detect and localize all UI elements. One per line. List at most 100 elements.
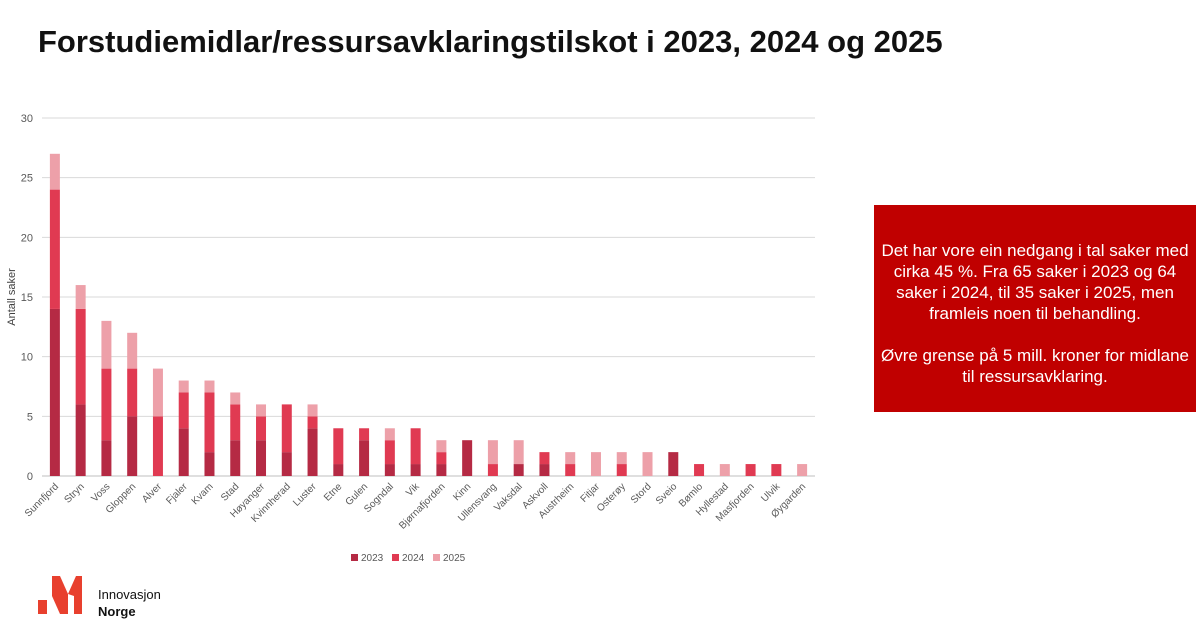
bar-2024 bbox=[410, 428, 421, 465]
bar-2023 bbox=[307, 428, 318, 476]
info-paragraph-1: Det har vore ein nedgang i tal saker med… bbox=[881, 241, 1189, 323]
bar-2023 bbox=[178, 428, 189, 476]
x-category-label: Osterøy bbox=[595, 481, 628, 514]
bar-2024 bbox=[49, 189, 60, 309]
bar-2024 bbox=[281, 404, 292, 453]
y-tick-label: 10 bbox=[21, 352, 33, 364]
bar-2024 bbox=[745, 464, 756, 476]
bar-2024 bbox=[616, 464, 627, 476]
y-tick-label: 15 bbox=[21, 292, 33, 304]
bar-2023 bbox=[410, 464, 421, 476]
x-category-label: Stryn bbox=[62, 481, 86, 505]
x-category-label: Bjørnafjorden bbox=[397, 481, 447, 531]
info-box: Det har vore ein nedgang i tal saker med… bbox=[874, 205, 1196, 412]
bar-2025 bbox=[152, 368, 163, 417]
x-category-label: Fjaler bbox=[164, 481, 190, 507]
x-category-label: Vik bbox=[404, 481, 422, 499]
bar-2025 bbox=[642, 452, 653, 476]
bar-2025 bbox=[127, 332, 138, 369]
bar-2023 bbox=[204, 452, 215, 476]
x-category-label: Vaksdal bbox=[492, 481, 524, 513]
bar-2023 bbox=[513, 464, 524, 476]
bar-2023 bbox=[436, 464, 447, 476]
bar-2024 bbox=[436, 452, 447, 465]
legend-swatch bbox=[351, 554, 358, 561]
y-tick-label: 0 bbox=[27, 471, 33, 483]
bar-2024 bbox=[75, 308, 86, 405]
info-paragraph-2: Øvre grense på 5 mill. kroner for midlan… bbox=[880, 346, 1190, 386]
x-category-label: Stord bbox=[629, 481, 654, 506]
legend-swatch bbox=[392, 554, 399, 561]
x-category-label: Alver bbox=[140, 481, 164, 505]
bar-2024 bbox=[333, 428, 344, 465]
legend-label: 2025 bbox=[443, 553, 466, 564]
bar-2024 bbox=[204, 392, 215, 453]
y-tick-label: 5 bbox=[27, 411, 33, 423]
bar-2025 bbox=[487, 440, 498, 465]
bar-2024 bbox=[359, 428, 370, 441]
legend-label: 2024 bbox=[402, 553, 425, 564]
bar-2024 bbox=[565, 464, 576, 476]
bar-2023 bbox=[230, 440, 241, 476]
bars bbox=[49, 153, 808, 476]
bar-2024 bbox=[101, 368, 112, 441]
bar-2024 bbox=[487, 464, 498, 476]
bar-2023 bbox=[281, 452, 292, 476]
bar-2023 bbox=[75, 404, 86, 476]
bar-2025 bbox=[590, 452, 601, 476]
bar-2024 bbox=[307, 416, 318, 429]
logo-text: Innovasjon Norge bbox=[98, 586, 161, 620]
bar-2024 bbox=[771, 464, 782, 476]
logo-line-2: Norge bbox=[98, 604, 136, 619]
bar-2023 bbox=[101, 440, 112, 476]
page-title: Forstudiemidlar/ressursavklaringstilskot… bbox=[38, 24, 943, 59]
bar-2025 bbox=[75, 285, 86, 309]
x-category-label: Stad bbox=[219, 481, 241, 503]
x-category-label: Voss bbox=[89, 481, 112, 504]
bar-2025 bbox=[513, 440, 524, 465]
y-tick-label: 25 bbox=[21, 173, 33, 185]
bar-2023 bbox=[462, 440, 473, 476]
bar-2023 bbox=[49, 308, 60, 476]
x-category-label: Etne bbox=[322, 481, 345, 504]
x-category-label: Sveio bbox=[654, 481, 680, 507]
x-category-label: Luster bbox=[291, 481, 319, 509]
bar-2025 bbox=[565, 452, 576, 465]
bar-2025 bbox=[49, 153, 60, 190]
bar-2025 bbox=[719, 464, 730, 476]
bar-2024 bbox=[230, 404, 241, 441]
bar-2024 bbox=[178, 392, 189, 429]
bar-2025 bbox=[436, 440, 447, 453]
legend: 2023 2024 2025 bbox=[351, 553, 466, 564]
logo-line-1: Innovasjon bbox=[98, 587, 161, 602]
bar-2024 bbox=[127, 368, 138, 417]
bar-2023 bbox=[384, 464, 395, 476]
legend-label: 2023 bbox=[361, 553, 384, 564]
bar-2023 bbox=[668, 452, 679, 476]
x-category-label: Sunnfjord bbox=[23, 481, 61, 519]
bar-2025 bbox=[101, 320, 112, 369]
bar-2025 bbox=[256, 404, 267, 417]
bar-2023 bbox=[359, 440, 370, 476]
bar-2024 bbox=[694, 464, 705, 476]
bar-2023 bbox=[333, 464, 344, 476]
x-category-label: Kinn bbox=[451, 481, 473, 503]
bar-2025 bbox=[230, 392, 241, 405]
y-tick-label: 20 bbox=[21, 232, 33, 244]
bar-2024 bbox=[152, 416, 163, 476]
y-axis-title: Antall saker bbox=[6, 268, 18, 326]
bar-2024 bbox=[384, 440, 395, 465]
bar-2025 bbox=[384, 428, 395, 441]
bar-2023 bbox=[256, 440, 267, 476]
bar-2023 bbox=[127, 416, 138, 476]
bar-2025 bbox=[307, 404, 318, 417]
y-tick-label: 30 bbox=[21, 113, 33, 125]
bar-2025 bbox=[204, 380, 215, 393]
bar-2024 bbox=[256, 416, 267, 441]
grid-lines bbox=[42, 117, 815, 477]
y-axis-ticks: 0 5 10 15 20 25 30 bbox=[21, 113, 33, 483]
bar-2025 bbox=[616, 452, 627, 465]
legend-swatch bbox=[433, 554, 440, 561]
